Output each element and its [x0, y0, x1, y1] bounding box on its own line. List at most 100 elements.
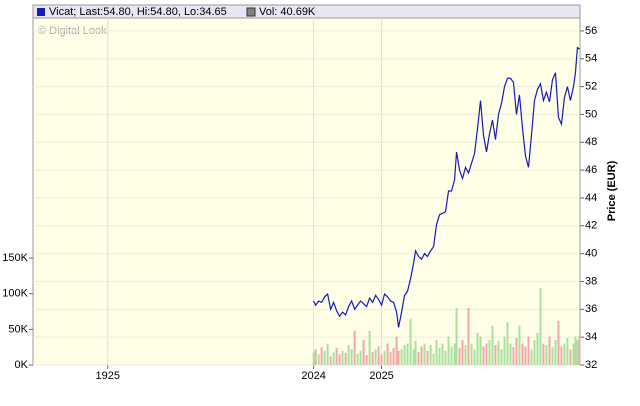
y2-tick-label: 44 [585, 192, 597, 204]
volume-bar [566, 337, 569, 365]
volume-bar [485, 343, 488, 365]
x-tick-label: 1925 [96, 370, 120, 382]
volume-bar [326, 343, 329, 365]
volume-bar [392, 347, 395, 365]
y2-tick-label: 38 [585, 275, 597, 287]
volume-bar [473, 349, 476, 365]
volume-bar [341, 350, 344, 365]
volume-bar [314, 349, 317, 365]
plot-area [32, 16, 581, 366]
volume-bar [542, 343, 545, 365]
volume-bar [400, 349, 403, 365]
y-tick-label: 50K [8, 323, 28, 335]
volume-bar [365, 355, 368, 365]
legend-swatch [246, 7, 256, 17]
volume-bar [420, 346, 423, 365]
volume-bar [441, 343, 444, 365]
volume-bar [539, 287, 542, 365]
volume-bar [414, 340, 417, 365]
y2-tick-label: 46 [585, 164, 597, 176]
volume-bar [426, 350, 429, 365]
volume-bar [527, 336, 530, 365]
volume-bar [533, 340, 536, 365]
y2-tick-label: 52 [585, 81, 597, 93]
y-tick-label: 0K [15, 359, 29, 371]
volume-bar [447, 336, 450, 365]
volume-bar [409, 318, 412, 365]
volume-bar [386, 343, 389, 365]
volume-bar [455, 307, 458, 365]
volume-bar [509, 343, 512, 365]
volume-bar [551, 347, 554, 365]
volume-bar [329, 356, 332, 365]
volume-bar [576, 340, 579, 365]
volume-bar [332, 352, 335, 365]
volume-bar [353, 330, 356, 365]
volume-bar [470, 343, 473, 365]
volume-bar [461, 340, 464, 365]
volume-bar [521, 343, 524, 365]
volume-bar [350, 349, 353, 365]
y2-tick-label: 50 [585, 108, 597, 120]
volume-bar [403, 345, 406, 365]
y2-tick-label: 34 [585, 331, 597, 343]
volume-bar [563, 343, 566, 365]
y2-axis-label: Price (EUR) [606, 160, 618, 221]
volume-bar [545, 345, 548, 365]
volume-bar [417, 352, 420, 365]
volume-bar [464, 345, 467, 365]
volume-bar [438, 347, 441, 365]
volume-bar [397, 350, 400, 365]
volume-bar [574, 336, 577, 365]
volume-bar [503, 336, 506, 365]
volume-bar [423, 343, 426, 365]
legend-bar [32, 4, 581, 19]
volume-bar [467, 307, 470, 365]
y2-tick-label: 42 [585, 220, 597, 232]
volume-bar [500, 349, 503, 365]
volume-bar [453, 343, 456, 365]
volume-bar [548, 336, 551, 365]
legend-label: Vol: 40.69K [259, 6, 316, 18]
volume-bar [536, 332, 539, 365]
x-tick-label: 2025 [369, 370, 393, 382]
volume-bar [312, 352, 315, 365]
legend-swatch [37, 8, 45, 16]
y2-tick-label: 32 [585, 359, 597, 371]
volume-bar [506, 322, 509, 365]
volume-bar [335, 347, 338, 365]
volume-bar [395, 336, 398, 365]
volume-bar [377, 346, 380, 365]
volume-bar [356, 353, 359, 365]
volume-bar [444, 350, 447, 365]
volume-bar [494, 345, 497, 365]
volume-bar [383, 350, 386, 365]
legend-label: Vicat; Last:54.80, Hi:54.80, Lo:34.65 [49, 6, 227, 18]
volume-bar [479, 336, 482, 365]
volume-bar [406, 343, 409, 365]
volume-bar [412, 349, 415, 365]
volume-bar [572, 343, 575, 365]
volume-bar [344, 352, 347, 365]
volume-bar [518, 325, 521, 365]
volume-bar [362, 340, 365, 365]
price-line [313, 46, 580, 328]
volume-bar [458, 347, 461, 365]
volume-bar [320, 347, 323, 365]
volume-bar [368, 330, 371, 365]
y2-tick-label: 36 [585, 303, 597, 315]
y2-tick-label: 54 [585, 53, 597, 65]
volume-bar [380, 354, 383, 365]
volume-bar [488, 340, 491, 365]
y-tick-label: 100K [2, 288, 28, 300]
volume-bar [359, 350, 362, 365]
volume-bar [482, 346, 485, 365]
volume-bar [497, 340, 500, 365]
volume-bar [429, 345, 432, 365]
volume-bar [317, 354, 320, 365]
y2-tick-label: 40 [585, 248, 597, 260]
volume-bar [557, 320, 560, 365]
volume-bar [476, 332, 479, 365]
volume-bar [374, 349, 377, 365]
